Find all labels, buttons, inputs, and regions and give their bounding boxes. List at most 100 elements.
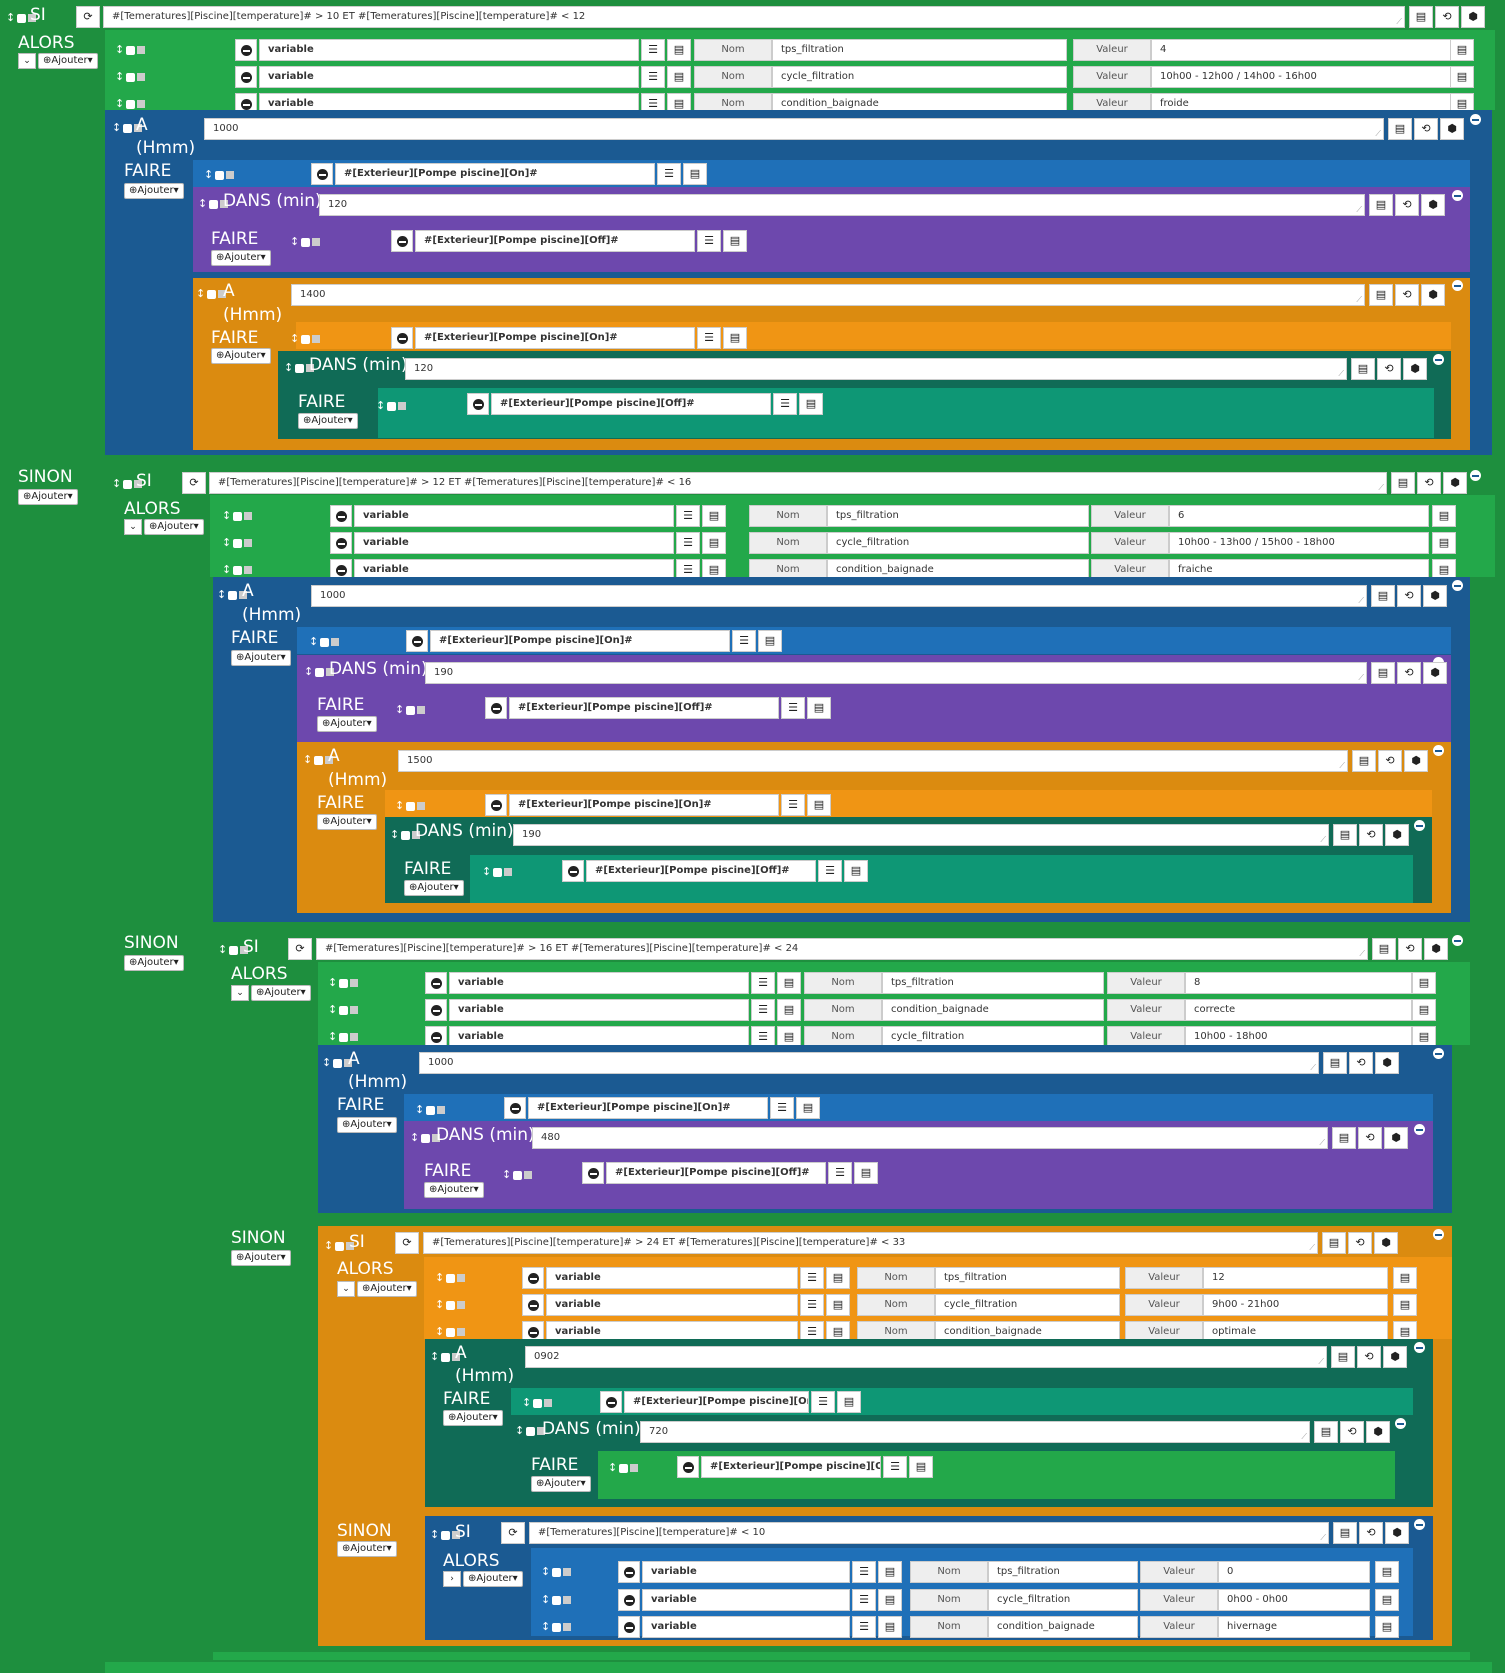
cube-button[interactable]: ⬢ — [1443, 472, 1467, 494]
table-button[interactable]: ▤ — [1375, 1589, 1399, 1611]
remove-icon[interactable] — [618, 1561, 640, 1583]
history-button[interactable]: ⟲ — [1395, 194, 1419, 216]
action-header[interactable]: ↕ — [502, 1165, 533, 1185]
cube-button[interactable]: ⬢ — [1403, 358, 1427, 380]
table-button[interactable]: ▤ — [796, 1097, 820, 1119]
add-button[interactable]: ⊕Ajouter▾ — [404, 880, 464, 896]
nom-input[interactable]: tps_filtration — [935, 1267, 1120, 1289]
list-button[interactable]: ☰ — [818, 860, 842, 882]
list-button[interactable]: ☰ — [641, 66, 665, 88]
delay-input[interactable]: 720 ⟋ — [640, 1421, 1310, 1443]
add-button[interactable]: ⊕Ajouter▾ — [124, 183, 184, 199]
nom-input[interactable]: cycle_filtration — [827, 532, 1089, 554]
dans-header[interactable]: ↕ — [304, 662, 335, 682]
sort-icon[interactable]: ↕ — [112, 477, 122, 490]
cube-button[interactable]: ⬢ — [1383, 1346, 1407, 1368]
list-button[interactable]: ☰ — [641, 93, 665, 115]
sort-icon[interactable]: ↕ — [284, 361, 294, 374]
table-button[interactable]: ▤ — [1371, 585, 1395, 607]
add-button[interactable]: ⊕Ajouter▾ — [443, 1410, 503, 1426]
table-button[interactable]: ▤ — [1432, 505, 1456, 527]
remove-block-icon[interactable] — [1414, 820, 1425, 831]
sort-icon[interactable]: ↕ — [115, 70, 125, 83]
action-type-input[interactable]: variable — [259, 66, 639, 88]
table-button[interactable]: ▤ — [909, 1456, 933, 1478]
cube-button[interactable]: ⬢ — [1385, 1522, 1409, 1544]
sort-icon[interactable]: ↕ — [196, 287, 206, 300]
chevron-down-icon[interactable]: ⌄ — [337, 1281, 355, 1297]
action-header[interactable]: ↕ — [482, 862, 513, 882]
history-button[interactable]: ⟲ — [1378, 750, 1402, 772]
action-header[interactable]: ↕ — [415, 1100, 446, 1120]
action-header[interactable]: ↕ — [608, 1458, 639, 1478]
table-button[interactable]: ▤ — [777, 999, 801, 1021]
log-checkbox[interactable] — [344, 1059, 353, 1067]
enable-checkbox[interactable] — [401, 830, 411, 840]
time-input[interactable]: 1000 ⟋ — [204, 118, 1384, 140]
command-input[interactable]: #[Exterieur][Pompe piscine][Off]# — [491, 393, 771, 415]
time-input[interactable]: 1400 ⟋ — [291, 284, 1365, 306]
enable-checkbox[interactable] — [126, 45, 136, 55]
log-checkbox[interactable] — [544, 1399, 553, 1407]
cube-button[interactable]: ⬢ — [1375, 1052, 1399, 1074]
history-button[interactable]: ⟲ — [1395, 284, 1419, 306]
table-button[interactable]: ▤ — [844, 860, 868, 882]
action-type-input[interactable]: variable — [449, 972, 749, 994]
log-checkbox[interactable] — [244, 512, 253, 520]
action-header[interactable]: ↕ — [541, 1617, 572, 1637]
table-button[interactable]: ▤ — [1332, 1127, 1356, 1149]
action-type-input[interactable]: variable — [449, 999, 749, 1021]
action-header[interactable]: ↕ — [541, 1562, 572, 1582]
log-checkbox[interactable] — [350, 1006, 359, 1014]
table-button[interactable]: ▤ — [758, 630, 782, 652]
dans-header[interactable]: ↕ — [410, 1128, 441, 1148]
remove-block-icon[interactable] — [1452, 190, 1463, 201]
action-header[interactable]: ↕ — [395, 796, 426, 816]
refresh-button[interactable]: ⟳ — [76, 6, 100, 28]
enable-checkbox[interactable] — [320, 637, 330, 647]
sort-icon[interactable]: ↕ — [410, 1131, 420, 1144]
list-button[interactable]: ☰ — [641, 39, 665, 61]
table-button[interactable]: ▤ — [702, 505, 726, 527]
command-input[interactable]: #[Exterieur][Pompe piscine][Off]# — [509, 697, 779, 719]
sort-icon[interactable]: ↕ — [435, 1298, 445, 1311]
sort-icon[interactable]: ↕ — [502, 1168, 512, 1181]
chevron-down-icon[interactable]: ⌄ — [124, 519, 142, 535]
time-input[interactable]: 1000 ⟋ — [311, 585, 1367, 607]
log-checkbox[interactable] — [398, 402, 407, 410]
remove-icon[interactable] — [600, 1391, 622, 1413]
add-button[interactable]: ⊕Ajouter▾ — [231, 1250, 291, 1266]
log-checkbox[interactable] — [326, 668, 335, 676]
log-checkbox[interactable] — [537, 1427, 546, 1435]
action-type-input[interactable]: variable — [546, 1267, 798, 1289]
enable-checkbox[interactable] — [406, 801, 416, 811]
enable-checkbox[interactable] — [533, 1398, 543, 1408]
remove-icon[interactable] — [618, 1589, 640, 1611]
history-button[interactable]: ⟲ — [1359, 1522, 1383, 1544]
sort-icon[interactable]: ↕ — [541, 1620, 551, 1633]
remove-icon[interactable] — [425, 972, 447, 994]
history-button[interactable]: ⟲ — [1398, 938, 1422, 960]
enable-checkbox[interactable] — [229, 945, 239, 955]
table-button[interactable]: ▤ — [826, 1294, 850, 1316]
a-header[interactable]: ↕ — [430, 1347, 461, 1367]
command-input[interactable]: #[Exterieur][Pompe piscine][On]# — [335, 163, 655, 185]
log-checkbox[interactable] — [312, 238, 321, 246]
remove-block-icon[interactable] — [1470, 470, 1481, 481]
list-button[interactable]: ☰ — [781, 794, 805, 816]
add-button[interactable]: ⊕Ajouter▾ — [124, 955, 184, 971]
list-button[interactable]: ☰ — [697, 230, 721, 252]
add-button[interactable]: ⊕Ajouter▾ — [337, 1541, 397, 1557]
a-header[interactable]: ↕ — [196, 284, 227, 304]
command-input[interactable]: #[Exterieur][Pompe piscine][Off]# — [606, 1162, 826, 1184]
sort-icon[interactable]: ↕ — [115, 97, 125, 110]
add-button[interactable]: ⊕Ajouter▾ — [337, 1117, 397, 1133]
log-checkbox[interactable] — [137, 100, 146, 108]
list-button[interactable]: ☰ — [676, 532, 700, 554]
action-type-input[interactable]: variable — [642, 1589, 850, 1611]
log-checkbox[interactable] — [325, 756, 334, 764]
sort-icon[interactable]: ↕ — [541, 1593, 551, 1606]
refresh-button[interactable]: ⟳ — [501, 1522, 525, 1544]
enable-checkbox[interactable] — [441, 1352, 451, 1362]
add-button[interactable]: ⊕Ajouter▾ — [18, 489, 78, 505]
